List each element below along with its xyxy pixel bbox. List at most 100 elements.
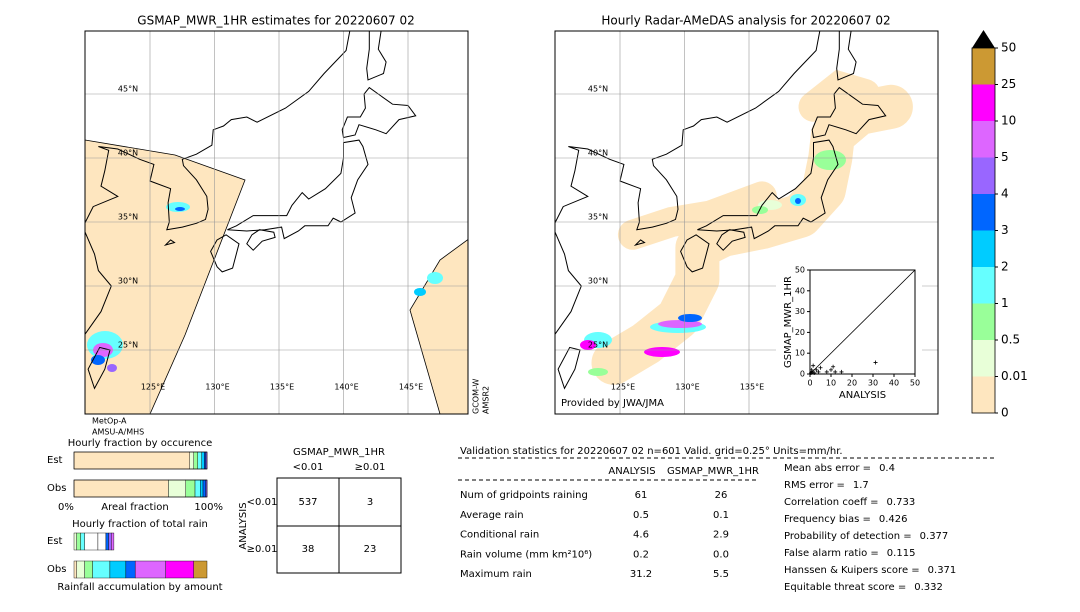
y-tick-label: 50 <box>795 266 805 275</box>
col-label: ≥0.01 <box>355 462 386 473</box>
map-title: Hourly Radar-AMeDAS analysis for 2022060… <box>601 14 890 28</box>
row-label: <0.01 <box>247 497 278 508</box>
lat-label: 25°N <box>118 341 138 350</box>
colorbar-label: 0.5 <box>1001 333 1020 347</box>
point <box>831 364 836 369</box>
point <box>810 369 815 374</box>
score-label: Equitable threat score = <box>784 582 906 593</box>
island <box>836 31 857 81</box>
score-value: 0.733 <box>887 497 916 508</box>
lon-label: 125°E <box>611 383 635 392</box>
colorbar-label: 3 <box>1001 223 1009 237</box>
colorbar-label: 25 <box>1001 77 1016 91</box>
score: Frequency bias = 0.426 <box>784 514 908 525</box>
score-label: Mean abs error = <box>784 463 871 474</box>
radar-coverage <box>798 69 881 122</box>
left-map <box>85 31 468 414</box>
rain-area <box>588 368 608 376</box>
score-value: 0.4 <box>879 463 895 474</box>
colorbar-segment <box>972 230 995 267</box>
score: Mean abs error = 0.4 <box>784 463 895 474</box>
colorbar-segment <box>972 376 995 413</box>
island <box>697 139 839 240</box>
fraction-segment <box>194 479 201 498</box>
foreground: GSMAP_MWR_1HR estimates for 20220607 02 4… <box>47 14 1028 594</box>
x-tick-label: 30 <box>868 379 878 388</box>
fraction-segment <box>73 451 190 470</box>
point <box>814 367 819 372</box>
cell: 537 <box>298 497 317 508</box>
lat-label: 40°N <box>118 149 138 158</box>
colorbar-label: 4 <box>1001 187 1009 201</box>
colorbar-label: 50 <box>1001 41 1016 55</box>
fraction-segment <box>193 451 198 470</box>
stat-name: Num of gridpoints raining <box>460 490 588 501</box>
rain-area <box>107 364 117 372</box>
x-axis-label: ANALYSIS <box>839 390 886 401</box>
score-value: 0.332 <box>914 582 943 593</box>
diagonal <box>809 269 916 375</box>
swath <box>409 238 468 414</box>
colorbar-label: 5 <box>1001 150 1009 164</box>
fraction-segment <box>84 560 93 579</box>
x-tick-label: 40 <box>889 379 899 388</box>
land <box>555 31 821 336</box>
point <box>818 365 823 370</box>
stat-value: 0.1 <box>713 510 729 521</box>
x-tick-label: 50 <box>910 379 920 388</box>
fraction-segment <box>111 532 115 551</box>
lon-label: 140°E <box>334 383 358 392</box>
fraction-segment <box>105 532 109 551</box>
radar-coverage <box>617 181 777 250</box>
sensor-label: GCOM-W <box>472 378 481 414</box>
island <box>716 229 746 251</box>
fraction-segment <box>109 560 127 579</box>
cell: 23 <box>364 544 377 555</box>
map-title: GSMAP_MWR_1HR estimates for 20220607 02 <box>137 14 414 28</box>
lat-label: 30°N <box>118 277 138 286</box>
score-label: Probability of detection = <box>784 531 912 542</box>
fraction-segment <box>201 451 205 470</box>
fraction-segment <box>108 532 112 551</box>
x-tick-label: 0 <box>807 379 812 388</box>
score-value: 0.371 <box>928 565 957 576</box>
colorbar-segment <box>972 48 995 85</box>
island <box>366 31 387 81</box>
y-tick-label: 30 <box>795 307 805 316</box>
stat-value: 61 <box>635 490 648 501</box>
colorbar-label: 2 <box>1001 260 1009 274</box>
rain-area <box>795 198 801 204</box>
point <box>816 369 821 374</box>
point <box>839 369 844 374</box>
lat-label: 30°N <box>588 277 608 286</box>
point <box>829 367 833 372</box>
fraction-segment <box>168 479 186 498</box>
lon-label: 145°E <box>399 383 423 392</box>
score-label: Frequency bias = <box>784 514 871 525</box>
colorbar-extend <box>972 30 995 48</box>
map-frame <box>554 30 939 415</box>
swath <box>85 139 246 414</box>
stat-value: 31.2 <box>630 569 652 580</box>
x-tick-label: 20 <box>847 379 857 388</box>
row-label: Obs <box>47 483 66 494</box>
colorbar-segment <box>972 84 995 121</box>
y-tick-label: 20 <box>795 328 805 337</box>
score-value: 1.7 <box>853 480 869 491</box>
island <box>557 346 581 390</box>
fraction-segment <box>73 532 77 551</box>
fraction-segment <box>80 532 85 551</box>
sensor-label: AMSR2 <box>482 386 491 414</box>
col-header: GSMAP_MWR_1HR <box>667 466 759 477</box>
fraction-segment <box>73 479 169 498</box>
fraction-segment <box>76 532 81 551</box>
island <box>210 234 240 273</box>
rain-area <box>814 150 846 170</box>
rain-area <box>414 288 426 296</box>
score-value: 0.115 <box>887 548 916 559</box>
row-label: Obs <box>47 564 66 575</box>
stat-value: 0.0 <box>713 549 729 560</box>
colorbar-segment <box>972 340 995 377</box>
fraction-frame <box>73 451 208 470</box>
point <box>833 369 838 374</box>
